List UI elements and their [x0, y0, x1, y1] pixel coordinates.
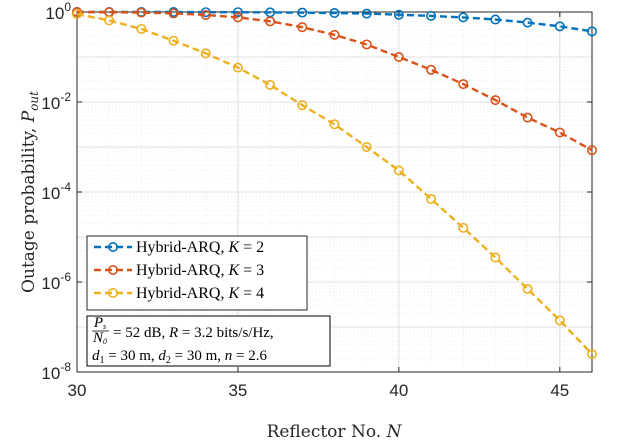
data-point: [200, 48, 211, 59]
data-point: [232, 7, 243, 18]
x-axis-label-var: N: [386, 422, 403, 442]
x-axis-label-text: Reflector No.: [267, 422, 387, 442]
legend-label: Hybrid-ARQ, K = 4: [136, 285, 264, 302]
data-point: [136, 7, 147, 18]
y-tick-label: 10-2: [41, 90, 71, 113]
data-point: [168, 8, 179, 19]
data-point: [72, 9, 83, 20]
data-point: [458, 79, 469, 90]
annotation-line-1: = 52 dB, R = 3.2 bits/s/Hz,: [113, 325, 274, 341]
data-point: [265, 16, 276, 27]
data-point: [490, 14, 501, 25]
legend-swatch-marker: [108, 287, 119, 298]
series-line: [77, 10, 593, 33]
series-3: [72, 9, 597, 360]
legend-item: Hybrid-ARQ, K = 2: [94, 239, 264, 256]
data-point: [426, 64, 437, 75]
x-tick-label: 45: [550, 381, 569, 400]
data-point: [297, 22, 308, 33]
data-point: [586, 26, 597, 37]
annotation-box: [86, 315, 331, 367]
data-point: [586, 145, 597, 156]
annotation-line-2: d1 = 30 m, d2 = 30 m, n = 2.6: [92, 348, 267, 366]
series-line: [76, 12, 593, 355]
y-tick-label: 10-6: [41, 270, 71, 293]
data-point: [329, 119, 340, 130]
legend-swatch-marker: [108, 242, 119, 253]
data-point: [361, 142, 372, 153]
data-point: [393, 51, 404, 62]
data-point: [458, 12, 469, 23]
x-axis-label: Reflector No. N: [267, 422, 403, 442]
x-tick-label: 35: [228, 381, 247, 400]
data-point: [329, 29, 340, 40]
data-point: [426, 10, 437, 21]
y-axis-label-sub: out: [27, 91, 41, 111]
series-line: [76, 10, 593, 152]
data-point: [393, 9, 404, 20]
data-point: [361, 39, 372, 50]
series-group: [72, 7, 597, 360]
data-point: [554, 127, 565, 138]
x-tick-label: 30: [68, 381, 87, 400]
y-tick-label: 100: [45, 0, 71, 23]
data-point: [232, 12, 243, 23]
data-point: [393, 165, 404, 176]
legend-box: [86, 235, 308, 311]
svg-text:Outage probability, Pout: Outage probability, Pout: [19, 91, 41, 293]
data-point: [168, 35, 179, 46]
y-axis-label-text: Outage probability,: [19, 122, 39, 293]
data-point: [522, 112, 533, 123]
y-axis-label-var: P: [19, 110, 39, 123]
legend-item: Hybrid-ARQ, K = 4: [94, 285, 264, 302]
data-point: [522, 17, 533, 28]
data-point: [522, 283, 533, 294]
legend-swatch-marker: [108, 264, 119, 275]
data-point: [554, 315, 565, 326]
data-point: [200, 7, 211, 18]
y-axis-label: Outage probability, Pout: [19, 91, 41, 293]
data-point: [265, 79, 276, 90]
data-point: [104, 15, 115, 26]
annotation-frac-num: Ps: [93, 315, 106, 331]
axis-ticks: 30 35 40 45 100 10-2 10-4 10-6 10-8: [41, 0, 592, 400]
data-point: [586, 349, 597, 360]
data-point: [232, 62, 243, 73]
legend-label: Hybrid-ARQ, K = 2: [136, 239, 264, 256]
data-point: [490, 95, 501, 106]
legend-label: Hybrid-ARQ, K = 3: [136, 262, 264, 279]
data-point: [329, 8, 340, 19]
y-tick-label: 10-4: [41, 180, 71, 203]
data-point: [136, 23, 147, 34]
legend-item: Hybrid-ARQ, K = 3: [94, 262, 264, 279]
y-tick-label: 10-8: [41, 360, 71, 383]
data-point: [554, 21, 565, 32]
data-point: [200, 9, 211, 20]
data-point: [458, 222, 469, 233]
data-point: [426, 193, 437, 204]
data-point: [490, 252, 501, 263]
data-point: [361, 8, 372, 19]
legend: Hybrid-ARQ, K = 2 Hybrid-ARQ, K = 3 Hybrid…: [86, 235, 308, 311]
x-tick-label: 40: [389, 381, 408, 400]
data-point: [297, 7, 308, 18]
parameter-annotation: Ps N0 = 52 dB, R = 3.2 bits/s/Hz, d1 = 3…: [86, 315, 331, 367]
data-point: [297, 100, 308, 111]
